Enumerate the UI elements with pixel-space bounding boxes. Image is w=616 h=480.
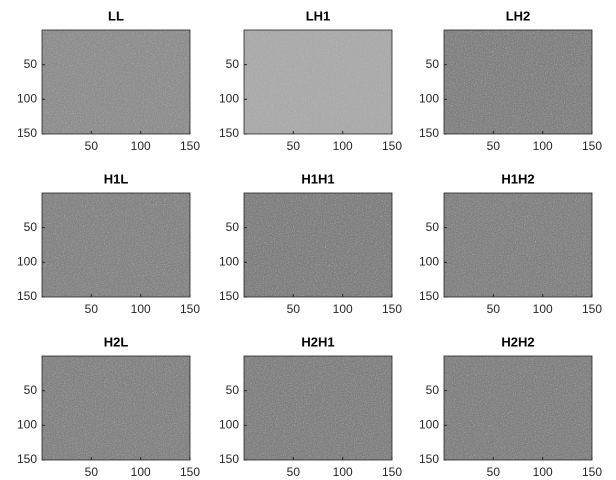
y-tick-label: 150 (419, 289, 439, 303)
x-tick-label: 150 (582, 465, 602, 479)
subplot-title: LH2 (506, 8, 531, 23)
x-tick-label: 100 (533, 302, 553, 316)
y-tick-label: 50 (226, 57, 240, 71)
axes-box (41, 29, 191, 135)
x-tick-label: 100 (333, 139, 353, 153)
axes-box (443, 29, 593, 135)
x-tick-label: 150 (382, 465, 402, 479)
x-tick-label: 100 (533, 139, 553, 153)
y-tick-label: 50 (226, 383, 240, 397)
y-tick-label: 150 (219, 452, 239, 466)
y-tick-label: 100 (17, 418, 37, 432)
y-tick-label: 100 (419, 92, 439, 106)
subplot-title: LL (108, 8, 124, 23)
axes-box (41, 192, 191, 298)
image (444, 30, 592, 134)
axes-box (243, 192, 393, 298)
x-tick-label: 100 (131, 302, 151, 316)
y-tick-label: 50 (426, 383, 440, 397)
x-tick-label: 150 (582, 139, 602, 153)
x-tick-label: 50 (487, 465, 501, 479)
image (244, 30, 392, 134)
axes-box (443, 192, 593, 298)
y-tick-label: 50 (24, 383, 38, 397)
image (42, 193, 190, 297)
subplot-title: LH1 (306, 8, 331, 23)
x-tick-label: 150 (382, 139, 402, 153)
x-tick-label: 150 (582, 302, 602, 316)
y-tick-label: 150 (219, 289, 239, 303)
y-tick-label: 150 (219, 126, 239, 140)
y-tick-label: 50 (24, 57, 38, 71)
y-tick-label: 150 (17, 126, 37, 140)
x-tick-label: 50 (287, 302, 301, 316)
image (444, 193, 592, 297)
x-tick-label: 100 (533, 465, 553, 479)
axes-box (243, 29, 393, 135)
subplot-title: H2H1 (301, 334, 334, 349)
y-tick-label: 50 (426, 57, 440, 71)
x-tick-label: 50 (85, 302, 99, 316)
y-tick-label: 50 (24, 220, 38, 234)
axes-box (443, 355, 593, 461)
x-tick-label: 50 (85, 465, 99, 479)
x-tick-label: 150 (180, 302, 200, 316)
y-tick-label: 150 (419, 126, 439, 140)
x-tick-label: 100 (333, 302, 353, 316)
subplot-title: H2H2 (501, 334, 534, 349)
x-tick-label: 100 (131, 465, 151, 479)
x-tick-label: 50 (487, 139, 501, 153)
y-tick-label: 150 (419, 452, 439, 466)
axes-box (41, 355, 191, 461)
subplot-title: H1H1 (301, 171, 334, 186)
y-tick-label: 100 (419, 255, 439, 269)
subplot-title: H1L (104, 171, 129, 186)
y-tick-label: 150 (17, 289, 37, 303)
x-tick-label: 50 (287, 465, 301, 479)
y-tick-label: 50 (226, 220, 240, 234)
image (244, 356, 392, 460)
x-tick-label: 150 (382, 302, 402, 316)
y-tick-label: 100 (219, 92, 239, 106)
y-tick-label: 100 (17, 255, 37, 269)
x-tick-label: 50 (287, 139, 301, 153)
x-tick-label: 100 (333, 465, 353, 479)
axes-box (243, 355, 393, 461)
y-tick-label: 150 (17, 452, 37, 466)
image (42, 30, 190, 134)
y-tick-label: 100 (419, 418, 439, 432)
x-tick-label: 100 (131, 139, 151, 153)
x-tick-label: 50 (85, 139, 99, 153)
image (244, 193, 392, 297)
subplot-title: H1H2 (501, 171, 534, 186)
subplot-title: H2L (104, 334, 129, 349)
image (444, 356, 592, 460)
x-tick-label: 150 (180, 139, 200, 153)
x-tick-label: 50 (487, 302, 501, 316)
image (42, 356, 190, 460)
y-tick-label: 100 (219, 418, 239, 432)
y-tick-label: 100 (17, 92, 37, 106)
y-tick-label: 100 (219, 255, 239, 269)
x-tick-label: 150 (180, 465, 200, 479)
y-tick-label: 50 (426, 220, 440, 234)
